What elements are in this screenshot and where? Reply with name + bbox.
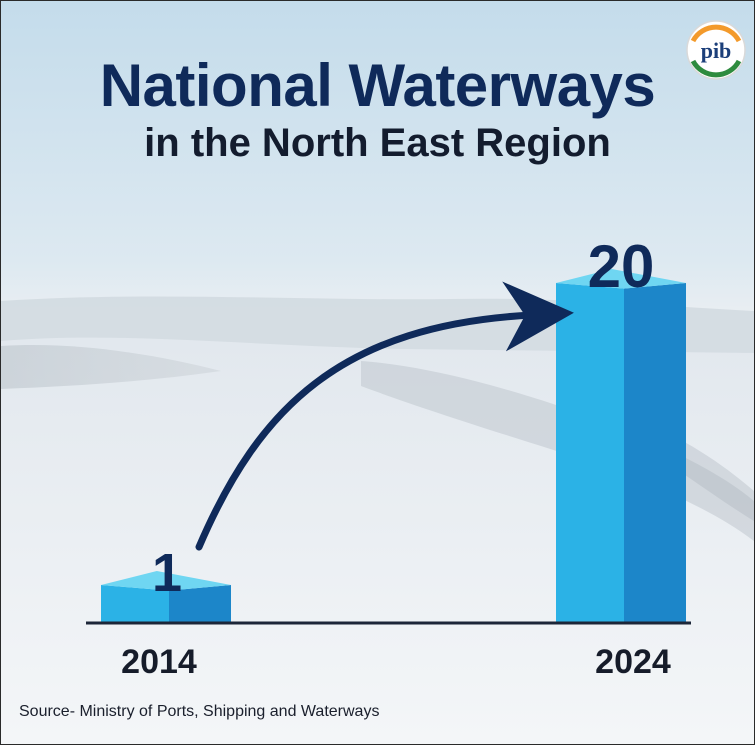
bar-top-2024 [556,269,686,289]
logo-text: pib [701,38,732,63]
pib-logo-icon: pib [686,20,746,80]
bar-side-2014 [169,585,231,623]
title-line-1: National Waterways [99,52,656,119]
growth-arrow-annotation [195,281,574,551]
bar-top-2014 [101,571,231,591]
bar-front-2024 [556,283,624,623]
x-tick-label-2014: 2014 [121,643,197,681]
title-line-2: in the North East Region [144,121,611,165]
bar-front-2014 [101,585,169,623]
source-note: Source- Ministry of Ports, Shipping and … [19,703,380,720]
data-label-2024: 20 [588,233,655,300]
bar-side-2024 [624,283,686,623]
x-tick-label-2024: 2024 [595,643,671,681]
data-label-2014: 1 [152,543,182,603]
